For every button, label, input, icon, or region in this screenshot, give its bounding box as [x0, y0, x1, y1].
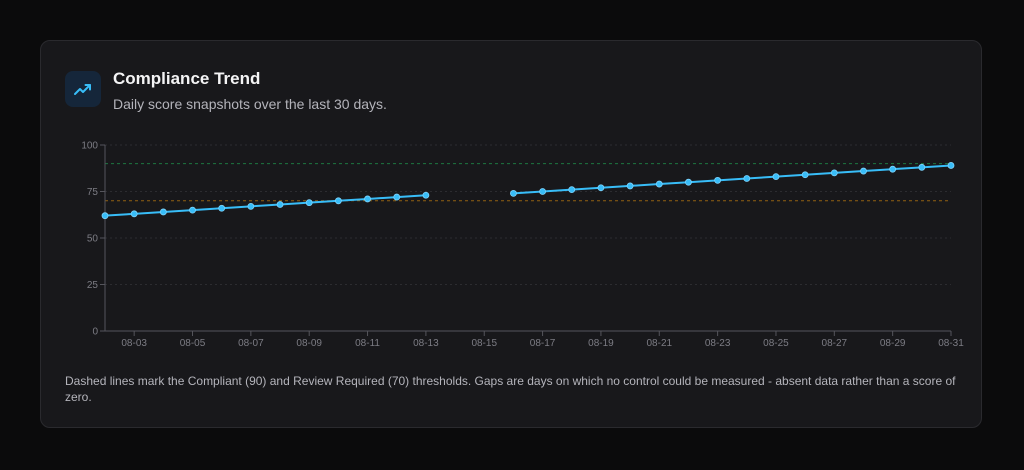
data-point — [655, 180, 663, 188]
x-tick-label: 08-23 — [705, 338, 731, 349]
y-tick-label: 25 — [87, 280, 99, 291]
x-tick-label: 08-31 — [938, 338, 964, 349]
data-point — [889, 165, 897, 173]
data-point — [422, 191, 430, 199]
data-point — [918, 163, 926, 171]
data-point — [247, 202, 255, 210]
data-point — [334, 197, 342, 205]
compliance-trend-card: 0 25 50 75 100 08-03 08-05 08-07 08-09 08-11 08-13… — [40, 40, 982, 428]
data-point — [568, 186, 576, 194]
card-header: Compliance Trend Daily score snapshots o… — [65, 68, 387, 113]
x-tick-label: 08-09 — [296, 338, 322, 349]
data-point — [276, 201, 284, 208]
card-title: Compliance Trend — [113, 69, 261, 88]
series-line — [104, 194, 426, 217]
y-tick-label: 75 — [87, 187, 99, 198]
data-point — [130, 210, 138, 218]
data-point — [772, 173, 780, 181]
data-point — [510, 189, 517, 197]
data-point — [305, 199, 313, 207]
data-point — [189, 206, 196, 214]
x-tick-label: 08-27 — [822, 338, 848, 349]
data-point — [743, 175, 751, 182]
data-point — [218, 204, 226, 212]
x-tick-label: 08-03 — [121, 338, 147, 349]
x-tick-label: 08-05 — [180, 338, 206, 349]
trending-up-icon — [65, 71, 101, 107]
x-tick-label: 08-17 — [530, 338, 556, 349]
x-tick-label: 08-13 — [413, 338, 439, 349]
y-tick-label: 0 — [92, 327, 98, 338]
chart-footnote: Dashed lines mark the Compliant (90) and… — [65, 374, 956, 404]
y-tick-label: 100 — [81, 141, 98, 152]
x-tick-label: 08-11 — [355, 338, 380, 349]
data-point — [597, 184, 605, 192]
x-tick-label: 08-29 — [880, 338, 906, 349]
data-point — [830, 169, 838, 177]
x-tick-label: 08-25 — [763, 338, 789, 349]
data-point — [101, 212, 109, 220]
x-tick-label: 08-21 — [646, 338, 672, 349]
data-point — [364, 195, 371, 203]
data-point — [539, 188, 546, 195]
series-line — [513, 164, 952, 195]
x-tick-label: 08-07 — [238, 338, 264, 349]
data-point — [947, 162, 955, 169]
x-tick-label: 08-15 — [471, 338, 497, 349]
data-point — [159, 208, 167, 216]
x-tick-label: 08-19 — [588, 338, 614, 349]
card-subtitle: Daily score snapshots over the last 30 d… — [113, 96, 387, 112]
data-point — [714, 176, 722, 184]
data-point — [860, 167, 867, 175]
y-tick-label: 50 — [87, 234, 99, 245]
data-point — [393, 193, 401, 201]
data-point — [685, 178, 692, 186]
data-point — [801, 171, 809, 179]
data-point — [626, 182, 634, 190]
compliance-trend-chart: 0 25 50 75 100 08-03 08-05 08-07 08-09 08-11 08-13… — [81, 141, 964, 350]
